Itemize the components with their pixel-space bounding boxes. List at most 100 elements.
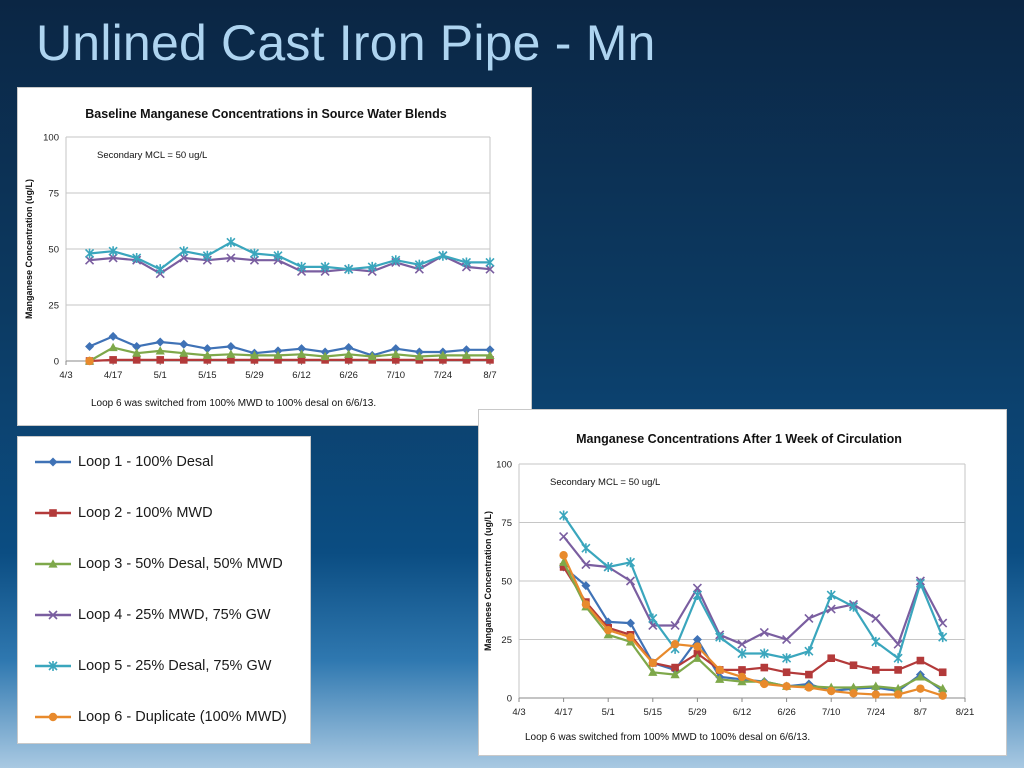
- chart1-annotation: Secondary MCL = 50 ug/L: [97, 150, 207, 161]
- chart2-series-5-point: [826, 590, 836, 601]
- chart2-series-4-point: [871, 613, 881, 624]
- chart2-series-5-point: [782, 653, 792, 664]
- chart2-series-5-point: [581, 543, 591, 554]
- chart2-annotation: Secondary MCL = 50 ug/L: [550, 477, 660, 488]
- chart2-series-4-point: [581, 560, 591, 570]
- chart2-series-6-point: [648, 658, 657, 668]
- legend-swatch: [35, 610, 71, 620]
- legend-swatch: [35, 559, 71, 568]
- chart1-series-5-point: [296, 261, 307, 272]
- chart1-series-2-point: [250, 356, 259, 364]
- chart2-series-4-point: [826, 604, 836, 614]
- chart2-series-6-point: [693, 642, 702, 651]
- chart1-series-5-point: [132, 252, 142, 263]
- chart2-series-5-point: [737, 648, 747, 659]
- chart1-series-4-point: [249, 255, 260, 265]
- circulation-chart: Manganese Concentrations After 1 Week of…: [483, 432, 975, 743]
- chart2-series-6-point: [670, 639, 680, 649]
- chart1-series-3-point: [367, 351, 377, 361]
- chart2-x-tick-label: 7/10: [822, 707, 841, 718]
- chart2-series-3-point: [692, 653, 702, 662]
- chart1-series-2-point: [486, 356, 494, 364]
- legend-swatch-marker: [48, 661, 58, 671]
- chart1-series-5-point: [84, 248, 95, 259]
- chart2-series-2-point: [872, 666, 880, 674]
- circulation-chart-panel: Manganese Concentrations After 1 Week of…: [478, 409, 1007, 756]
- chart1-y-axis-label: Manganese Concentration (ug/L): [24, 179, 34, 319]
- legend-item: Loop 3 - 50% Desal, 50% MWD: [34, 549, 283, 579]
- chart2-series-3-point: [670, 669, 680, 679]
- legend-swatch: [35, 509, 71, 517]
- legend-swatch-marker: [48, 610, 58, 620]
- chart2-series-2-point: [849, 661, 858, 670]
- chart2-series-6-point: [581, 600, 591, 609]
- chart1-series-5-line: [89, 241, 490, 271]
- chart2-series-1-point: [581, 581, 591, 591]
- chart2-series-4-point: [759, 627, 769, 638]
- chart1-series-3-point: [414, 351, 424, 361]
- chart1-series-2-point: [109, 356, 117, 364]
- legend-swatch: [35, 661, 71, 671]
- chart1-y-tick-label: 50: [48, 245, 59, 256]
- chart2-series-4-point: [737, 639, 747, 649]
- chart1-series-1-point: [132, 341, 142, 351]
- chart2-x-tick-label: 8/7: [914, 707, 927, 718]
- chart1-series-3-point: [461, 350, 472, 359]
- chart1-y-tick-label: 25: [48, 301, 59, 312]
- chart1-series-3-point: [438, 350, 448, 359]
- chart2-x-tick-label: 6/26: [777, 707, 796, 718]
- chart2-series-2-line: [562, 566, 944, 676]
- chart1-footnote: Loop 6 was switched from 100% MWD to 100…: [91, 398, 376, 409]
- legend-item: Loop 5 - 25% Desal, 75% GW: [34, 651, 271, 681]
- legend-swatch-marker: [48, 712, 58, 722]
- chart2-series-6-point: [760, 679, 769, 689]
- chart1-series-6-point: [85, 356, 94, 366]
- chart1-series-4-point: [226, 253, 236, 263]
- chart1-x-tick-label: 8/7: [483, 370, 496, 381]
- chart1-x-tick-label: 5/1: [154, 370, 167, 381]
- chart1-series-5: [84, 237, 495, 275]
- chart1-series-2-point: [179, 356, 188, 364]
- chart2-x-tick-label: 8/21: [956, 707, 975, 718]
- chart1-x-tick-label: 7/10: [387, 370, 406, 381]
- chart2-series-2-point: [559, 563, 568, 571]
- chart2-series-6-line: [562, 554, 944, 697]
- chart1-series-5-point: [320, 261, 330, 272]
- chart1-series-4-line: [89, 254, 491, 275]
- chart2-series-2: [559, 563, 947, 679]
- legend-item: Loop 4 - 25% MWD, 75% GW: [34, 600, 271, 630]
- chart2-series-4-point: [782, 634, 792, 645]
- chart2-series-2-point: [938, 668, 947, 677]
- chart1-series-2-point: [274, 356, 282, 364]
- chart1-series-1-point: [85, 341, 95, 351]
- chart2-series-5-point: [603, 561, 613, 572]
- chart2-series-4-point: [670, 620, 680, 631]
- chart1-series-5-point: [485, 257, 495, 268]
- chart2-series-2-point: [827, 654, 835, 663]
- chart2-series-2-point: [671, 663, 679, 672]
- chart1-series-1: [85, 331, 495, 360]
- legend-panel: Loop 1 - 100% Desal Loop 2 - 100% MWD Loop…: [17, 436, 311, 744]
- chart2-x-tick-label: 5/29: [688, 707, 707, 718]
- slide-title: Unlined Cast Iron Pipe - Mn: [36, 15, 656, 71]
- chart1-series-1-point: [108, 331, 118, 341]
- chart1-series-2-point: [227, 356, 235, 364]
- baseline-chart: Baseline Manganese Concentrations in Sou…: [24, 107, 497, 409]
- legend-item: Loop 1 - 100% Desal: [34, 447, 213, 477]
- chart1-series-4-point: [108, 253, 118, 263]
- chart1-series-2-point: [203, 356, 212, 364]
- chart2-series-4-point: [692, 583, 702, 593]
- chart1-series-2-point: [297, 356, 306, 364]
- chart2-series-2-point: [894, 666, 902, 674]
- chart1-series-3-point: [132, 348, 142, 357]
- chart1-series-3-point: [344, 349, 354, 358]
- chart2-series-1-point: [692, 635, 702, 644]
- chart1-x-tick-label: 4/17: [104, 370, 123, 381]
- chart2-series-5-point: [893, 653, 903, 664]
- legend-label: Loop 2 - 100% MWD: [78, 505, 213, 521]
- chart1-series-3-point: [202, 350, 212, 359]
- chart2-series-5-point: [625, 557, 636, 568]
- chart1-series-3-point: [391, 349, 401, 358]
- chart1-series-5-point: [179, 246, 189, 257]
- chart2-y-tick-label: 100: [496, 460, 512, 471]
